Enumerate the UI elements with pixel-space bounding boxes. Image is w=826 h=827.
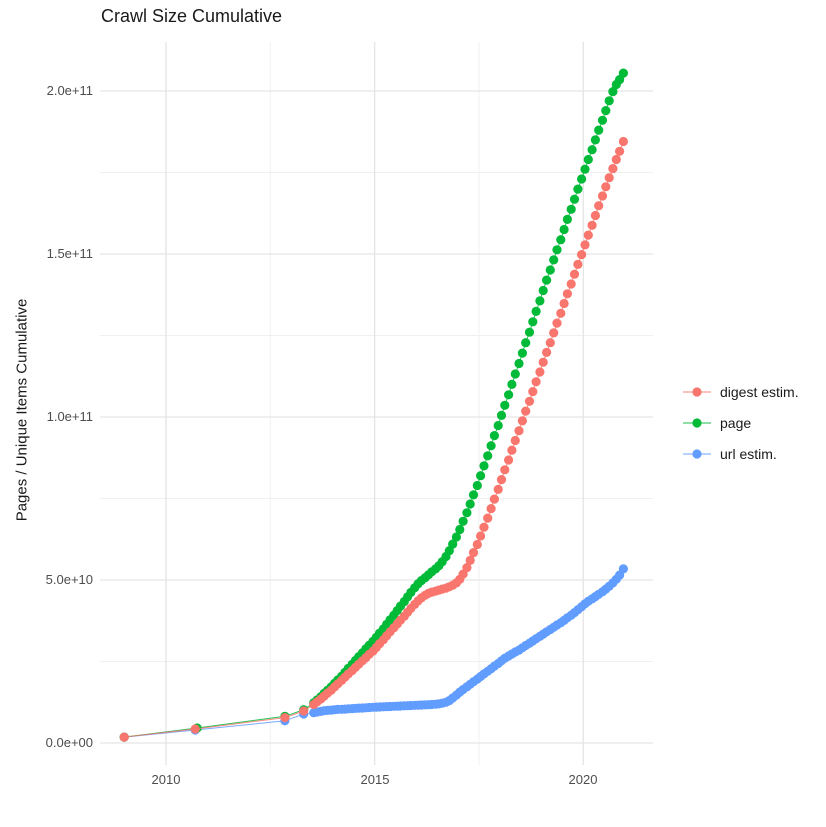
y-tick-label: 1.5e+11: [46, 246, 93, 261]
legend-label: url estim.: [720, 446, 777, 462]
legend-key-digest-icon: [683, 387, 711, 397]
chart-title: Crawl Size Cumulative: [101, 6, 283, 26]
y-tick-label: 0.0e+00: [45, 735, 93, 750]
legend-item-digest-estim: digest estim.: [682, 382, 799, 402]
legend-item-url-estim: url estim.: [682, 444, 777, 464]
x-tick-label: 2020: [568, 772, 598, 787]
legend-label: digest estim.: [720, 384, 799, 400]
y-tick-label: 5.0e+10: [45, 572, 93, 587]
legend-key-page-icon: [683, 418, 711, 428]
legend-item-page: page: [682, 413, 751, 433]
y-tick-label: 2.0e+11: [46, 83, 93, 98]
x-tick-label: 2015: [360, 772, 390, 787]
legend-label: page: [720, 415, 752, 431]
y-tick-label: 1.0e+11: [46, 409, 93, 424]
x-tick-label: 2010: [151, 772, 181, 787]
legend-key-url-icon: [683, 449, 711, 459]
